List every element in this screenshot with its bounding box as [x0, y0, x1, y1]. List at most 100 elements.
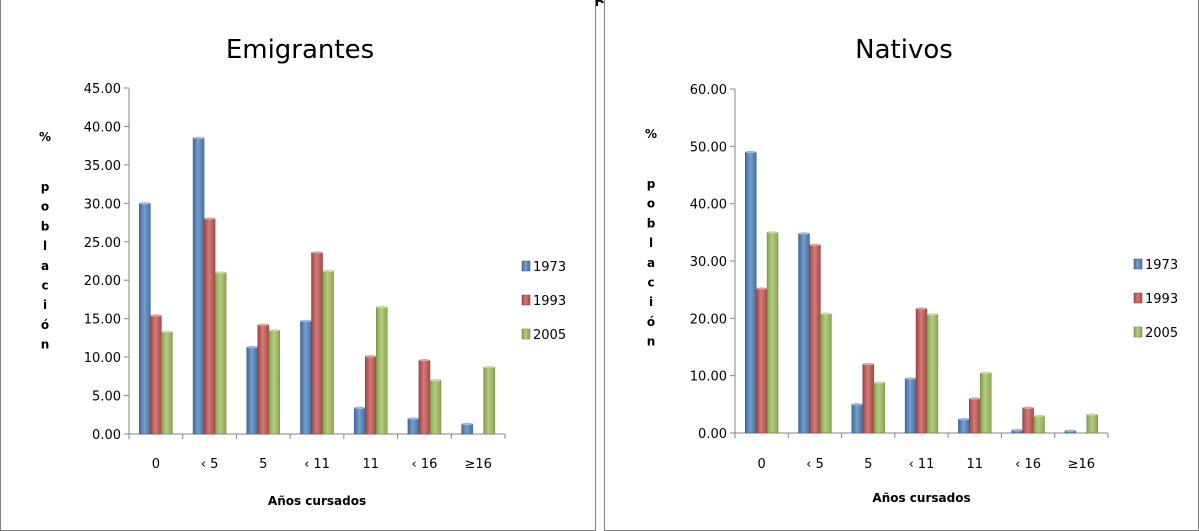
chart-panel-emigrantes: Emigrantes 0.00 5.00 10.00 15.00 20.00 25.00 30… — [0, 0, 596, 531]
y-axis-title-char: b — [647, 216, 656, 230]
y-tick-label: 5.00 — [92, 390, 121, 405]
y-axis-title-char: b — [41, 219, 50, 233]
bar-1993-1 — [809, 244, 821, 434]
bar-2005-3 — [322, 270, 334, 435]
y-axis-title-char: a — [41, 259, 49, 273]
y-axis-title-char: i — [43, 298, 47, 312]
bar-top-highlight — [483, 365, 495, 369]
y-axis-title-char: ó — [647, 315, 655, 329]
y-tick-label: 10.00 — [84, 351, 121, 366]
legend-swatch-2005 — [521, 328, 531, 340]
y-tick-label: 20.00 — [84, 274, 121, 289]
bar-1993-5 — [418, 359, 431, 435]
bar-top-highlight — [745, 150, 757, 154]
bar-1973-4 — [353, 407, 366, 435]
y-axis-title-char: c — [41, 279, 48, 293]
chart-title: Emigrantes — [226, 35, 374, 65]
chart-panel-nativos: Nativos 0.00 10.00 20.00 30.00 40.00 50.00 60.0… — [604, 0, 1199, 531]
bar-1973-4 — [958, 418, 970, 434]
x-category-label: ‹ 16 — [411, 457, 437, 472]
bar-top-highlight — [958, 418, 970, 421]
bar-top-highlight — [268, 329, 280, 332]
legend-label-1993: 1993 — [533, 294, 566, 309]
bar-top-highlight — [354, 406, 366, 410]
bar-1973-3 — [300, 320, 312, 435]
bar-top-highlight — [407, 417, 419, 420]
legend-swatch-2005 — [1133, 326, 1143, 338]
bar-2005-0 — [766, 232, 779, 434]
x-category-label: ‹ 11 — [909, 457, 935, 472]
bar-top-highlight — [809, 243, 821, 247]
bar-top-highlight — [969, 397, 981, 400]
bar-top-highlight — [246, 345, 258, 349]
x-category-label: 5 — [864, 457, 872, 472]
bar-top-highlight — [161, 330, 173, 333]
bar-2005-6 — [1086, 414, 1098, 434]
bar-top-highlight — [820, 312, 832, 315]
bar-top-highlight — [926, 313, 938, 316]
title-fragment — [596, 0, 604, 6]
y-tick-label: 25.00 — [84, 236, 121, 251]
y-tick-label: 60.00 — [690, 83, 727, 98]
bar-1993-4 — [364, 356, 377, 435]
y-tick-label: 50.00 — [690, 140, 727, 155]
bar-top-highlight — [851, 403, 863, 406]
x-category-label: 0 — [758, 457, 766, 472]
bar-top-highlight — [862, 363, 874, 366]
bar-top-highlight — [916, 307, 927, 310]
y-tick-label: 40.00 — [690, 198, 727, 213]
bar-1973-0 — [139, 203, 151, 435]
bar-top-highlight — [150, 314, 162, 317]
bar-top-highlight — [365, 355, 377, 358]
y-tick-label: 35.00 — [84, 159, 121, 174]
x-axis-title: Años cursados — [268, 494, 366, 508]
legend-swatch-1973 — [1133, 258, 1143, 270]
bar-top-highlight — [139, 202, 151, 205]
legend-swatch-1993 — [521, 294, 531, 306]
bar-1973-5 — [407, 418, 420, 435]
bar-1973-1 — [798, 233, 810, 434]
bar-top-highlight — [429, 378, 441, 382]
bar-1993-3 — [915, 308, 928, 434]
bar-2005-2 — [873, 382, 885, 434]
legend-label-1993: 1993 — [1145, 292, 1178, 307]
bar-1993-2 — [862, 363, 874, 434]
y-axis-title-char: a — [647, 256, 655, 270]
y-axis-title-char: n — [647, 335, 656, 349]
x-category-label: 0 — [152, 457, 160, 472]
bar-1993-4 — [969, 398, 981, 434]
bar-top-highlight — [873, 381, 885, 384]
x-category-label: 11 — [362, 457, 379, 472]
chart-nativos: Nativos 0.00 10.00 20.00 30.00 40.00 50.00 60.0… — [645, 35, 1178, 505]
bar-top-highlight — [1033, 414, 1045, 417]
bar-top-highlight — [1011, 428, 1023, 432]
y-tick-label: 40.00 — [84, 120, 121, 135]
legend-swatch-1993 — [1133, 292, 1143, 304]
bar-1973-0 — [745, 151, 757, 434]
y-axis-title-char: o — [647, 197, 655, 211]
legend-label-1973: 1973 — [1145, 258, 1178, 273]
y-axis-title-char: i — [649, 295, 653, 309]
y-axis-title-char: l — [43, 239, 47, 253]
x-category-label: ≥16 — [1068, 457, 1095, 472]
x-category-label: ‹ 16 — [1015, 457, 1041, 472]
x-category-label: ‹ 11 — [304, 457, 330, 472]
bar-1973-2 — [851, 404, 864, 434]
bar-1993-3 — [311, 252, 323, 435]
legend-swatch-1973 — [521, 260, 531, 272]
bar-2005-5 — [1033, 415, 1045, 434]
bar-2005-2 — [268, 329, 281, 435]
bar-top-highlight — [798, 232, 810, 235]
x-category-label: 5 — [259, 457, 267, 472]
chart-title: Nativos — [855, 35, 953, 65]
y-tick-label: 0.00 — [698, 427, 727, 442]
y-axis-title-char: l — [649, 236, 653, 250]
bar-2005-5 — [429, 379, 442, 435]
chart-emigrantes: Emigrantes 0.00 5.00 10.00 15.00 20.00 25.00 30… — [39, 35, 566, 508]
bar-top-highlight — [461, 422, 473, 426]
y-axis-title-char: p — [41, 180, 50, 194]
bar-2005-6 — [483, 366, 495, 435]
bar-1993-2 — [257, 324, 270, 435]
bar-1993-5 — [1022, 407, 1034, 434]
bar-1993-0 — [150, 315, 162, 435]
